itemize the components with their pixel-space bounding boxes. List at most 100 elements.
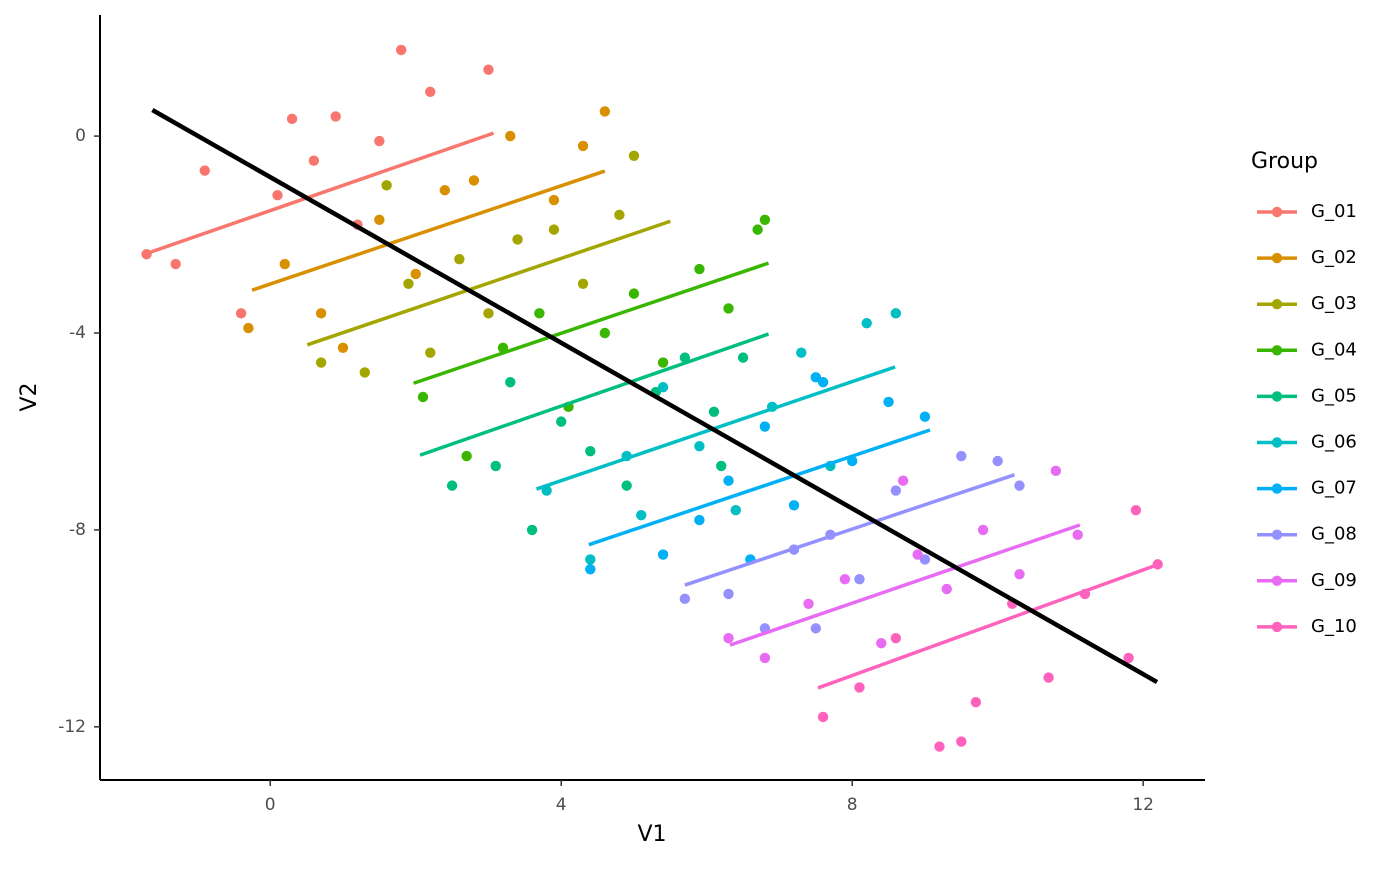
point <box>337 342 349 353</box>
point <box>483 64 494 75</box>
point <box>374 135 385 147</box>
point <box>977 524 989 536</box>
point <box>585 564 596 575</box>
point <box>272 189 283 201</box>
series-group <box>243 106 611 353</box>
point <box>694 441 705 452</box>
point <box>534 308 545 319</box>
point <box>577 140 589 152</box>
point <box>1072 529 1083 541</box>
y-tick-label: -8 <box>69 520 86 540</box>
point <box>548 224 560 235</box>
point <box>468 175 480 186</box>
point <box>548 194 560 206</box>
group-fit-line <box>419 332 770 457</box>
legend-key-point <box>1271 529 1283 540</box>
point <box>439 185 451 196</box>
series-group <box>315 150 640 378</box>
point <box>446 480 458 491</box>
legend-key-point <box>1271 252 1283 264</box>
series-group <box>141 44 494 319</box>
group-fit-line <box>412 261 770 385</box>
point <box>970 697 982 708</box>
point <box>1014 480 1025 491</box>
point <box>730 505 741 516</box>
point <box>839 573 851 585</box>
point <box>526 524 538 536</box>
x-tick-label: 8 <box>847 795 858 815</box>
series-group <box>417 214 771 462</box>
point <box>657 549 669 560</box>
point <box>890 308 902 319</box>
y-tick-label: 0 <box>75 126 86 146</box>
point <box>657 381 669 393</box>
point <box>308 155 320 166</box>
legend-key-point <box>1271 437 1283 448</box>
point <box>454 253 465 265</box>
group-fit-line <box>306 219 671 347</box>
point <box>599 106 611 117</box>
point <box>490 460 501 472</box>
point <box>890 485 902 496</box>
point <box>315 308 327 319</box>
y-tick-label: -4 <box>69 323 86 343</box>
point <box>796 347 807 358</box>
legend-key-point <box>1271 206 1283 218</box>
point <box>636 509 647 521</box>
point <box>854 682 865 693</box>
point <box>883 396 894 408</box>
point <box>810 372 822 383</box>
point <box>716 460 727 472</box>
point <box>759 652 771 664</box>
point <box>817 377 829 388</box>
point <box>577 278 589 289</box>
point <box>410 268 421 280</box>
point <box>694 514 705 526</box>
legend-key-point <box>1271 483 1283 494</box>
group-fit-line <box>535 365 896 491</box>
point <box>395 44 407 56</box>
legend-title: Group <box>1251 149 1318 174</box>
legend-label: G_05 <box>1311 385 1357 406</box>
point <box>1130 505 1142 516</box>
y-tick-label: -12 <box>58 717 86 737</box>
point <box>170 258 181 270</box>
point <box>461 450 472 462</box>
point <box>890 633 902 644</box>
point <box>992 455 1003 467</box>
point <box>599 327 611 339</box>
legend-key-point <box>1271 391 1283 402</box>
point <box>919 554 931 565</box>
point <box>737 352 749 363</box>
point <box>679 593 691 605</box>
point <box>897 475 909 486</box>
legend-label: G_10 <box>1311 616 1357 637</box>
point <box>556 416 567 427</box>
point <box>810 623 822 634</box>
group-fit-line <box>146 131 495 255</box>
point <box>679 352 691 363</box>
point <box>657 357 669 368</box>
y-axis-title: V2 <box>17 382 42 411</box>
point <box>941 583 952 595</box>
point <box>374 214 385 225</box>
point <box>315 357 327 368</box>
point <box>956 450 967 462</box>
point <box>752 224 763 235</box>
point <box>723 588 734 600</box>
point <box>628 150 640 161</box>
point <box>876 637 887 649</box>
x-tick-label: 4 <box>556 795 567 815</box>
group-fit-line <box>729 523 1081 647</box>
legend-label: G_08 <box>1311 524 1357 545</box>
group-fit-line <box>817 563 1158 690</box>
point <box>512 234 523 245</box>
point <box>1043 672 1054 683</box>
point <box>286 113 298 125</box>
point <box>614 209 625 221</box>
group-fit-line <box>684 473 1015 587</box>
point <box>585 445 596 457</box>
point <box>279 258 290 270</box>
series-group <box>723 465 1083 664</box>
